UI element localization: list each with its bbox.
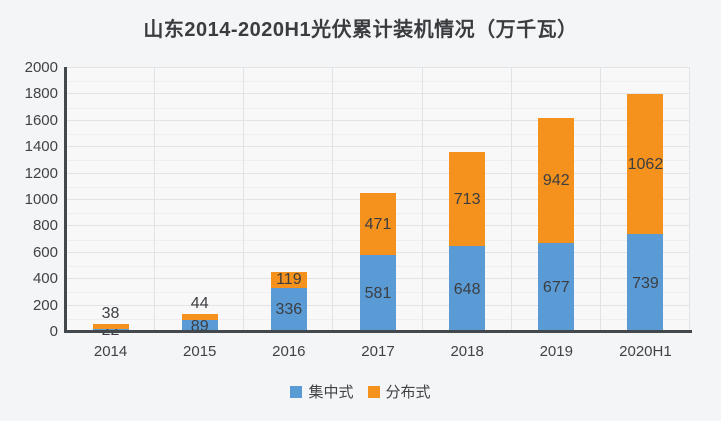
bar-segment-集中式-2018 bbox=[449, 246, 486, 332]
plot-area: 223889443361195814716487136779427391062 bbox=[66, 67, 690, 339]
bar-value-label: 739 bbox=[632, 274, 659, 292]
v-gridline bbox=[332, 68, 334, 332]
bar-segment-集中式-2020H1 bbox=[627, 234, 664, 332]
y-tick-label: 1800 bbox=[24, 85, 58, 103]
y-tick-label: 1400 bbox=[24, 138, 58, 156]
y-tick-label: 1600 bbox=[24, 111, 58, 129]
bar-value-label: 44 bbox=[190, 295, 209, 313]
h-gridline bbox=[66, 172, 690, 174]
x-tick-label: 2017 bbox=[361, 343, 395, 360]
y-axis-line bbox=[64, 67, 67, 333]
x-tick-label: 2019 bbox=[539, 343, 573, 360]
x-tick-label: 2016 bbox=[272, 343, 306, 360]
bar-segment-分布式-2020H1 bbox=[627, 94, 664, 235]
bar-segment-集中式-2016 bbox=[270, 287, 307, 332]
bar-value-label: 942 bbox=[542, 171, 570, 189]
chart-title: 山东2014-2020H1光伏累计装机情况（万千瓦） bbox=[143, 19, 578, 41]
bar-value-label: 581 bbox=[364, 285, 392, 303]
y-tick-label: 200 bbox=[32, 296, 58, 314]
y-tick-label: 2000 bbox=[24, 59, 58, 76]
bar-value-label: 677 bbox=[542, 278, 570, 296]
h-gridline-minor bbox=[66, 81, 690, 83]
legend-label: 分布式 bbox=[385, 384, 431, 401]
h-gridline-minor bbox=[66, 186, 690, 188]
y-tick-label: 1000 bbox=[24, 191, 58, 208]
bar-segment-集中式-2015 bbox=[181, 320, 218, 332]
bar-segment-分布式-2016 bbox=[270, 271, 307, 288]
legend-marker-icon bbox=[290, 385, 303, 398]
h-gridline bbox=[66, 67, 690, 68]
y-tick-label: 0 bbox=[49, 323, 58, 340]
h-gridline bbox=[66, 119, 690, 121]
chart-canvas: 山东2014-2020H1光伏累计装机情况（万千瓦） 2238894433611… bbox=[0, 0, 721, 421]
x-tick-label: 2020H1 bbox=[619, 343, 672, 360]
bar-value-label: 648 bbox=[453, 280, 481, 298]
bar-value-label: 119 bbox=[276, 271, 302, 289]
v-gridline bbox=[689, 68, 690, 332]
y-tick-label: 800 bbox=[32, 217, 58, 235]
h-gridline-minor bbox=[66, 160, 690, 162]
legend-marker-icon bbox=[367, 385, 380, 398]
y-tick-label: 600 bbox=[32, 243, 58, 261]
h-gridline bbox=[66, 146, 690, 148]
bar-segment-分布式-2018 bbox=[449, 152, 486, 247]
v-gridline bbox=[599, 68, 601, 332]
h-gridline-minor bbox=[66, 134, 690, 135]
h-gridline-minor bbox=[66, 107, 690, 109]
bar-segment-集中式-2017 bbox=[360, 255, 396, 332]
v-gridline bbox=[154, 68, 156, 332]
bar-segment-分布式-2015 bbox=[181, 314, 218, 321]
x-tick-label: 2014 bbox=[93, 343, 128, 360]
legend-label: 集中式 bbox=[308, 384, 354, 401]
x-tick-label: 2018 bbox=[450, 343, 484, 360]
v-gridline bbox=[510, 68, 512, 332]
x-tick-label: 2015 bbox=[183, 343, 217, 360]
bar-value-label: 336 bbox=[275, 301, 303, 319]
x-axis-line bbox=[64, 330, 692, 333]
y-tick-label: 400 bbox=[32, 270, 58, 288]
bar-value-label: 1062 bbox=[627, 155, 664, 173]
bar-value-label: 38 bbox=[101, 305, 120, 323]
y-tick-label: 1200 bbox=[24, 164, 58, 182]
bar-segment-分布式-2017 bbox=[360, 193, 396, 256]
h-gridline bbox=[66, 93, 690, 95]
bar-value-label: 471 bbox=[364, 215, 392, 233]
bar-segment-集中式-2019 bbox=[538, 242, 575, 332]
bar-segment-分布式-2014 bbox=[92, 324, 129, 330]
v-gridline bbox=[421, 68, 423, 332]
bar-value-label: 713 bbox=[453, 190, 481, 208]
legend-item-分布式: 分布式 bbox=[367, 381, 431, 402]
bar-segment-分布式-2019 bbox=[538, 118, 575, 243]
legend-item-集中式: 集中式 bbox=[290, 381, 354, 402]
v-gridline bbox=[243, 68, 245, 332]
legend: 集中式 分布式 bbox=[0, 381, 721, 402]
